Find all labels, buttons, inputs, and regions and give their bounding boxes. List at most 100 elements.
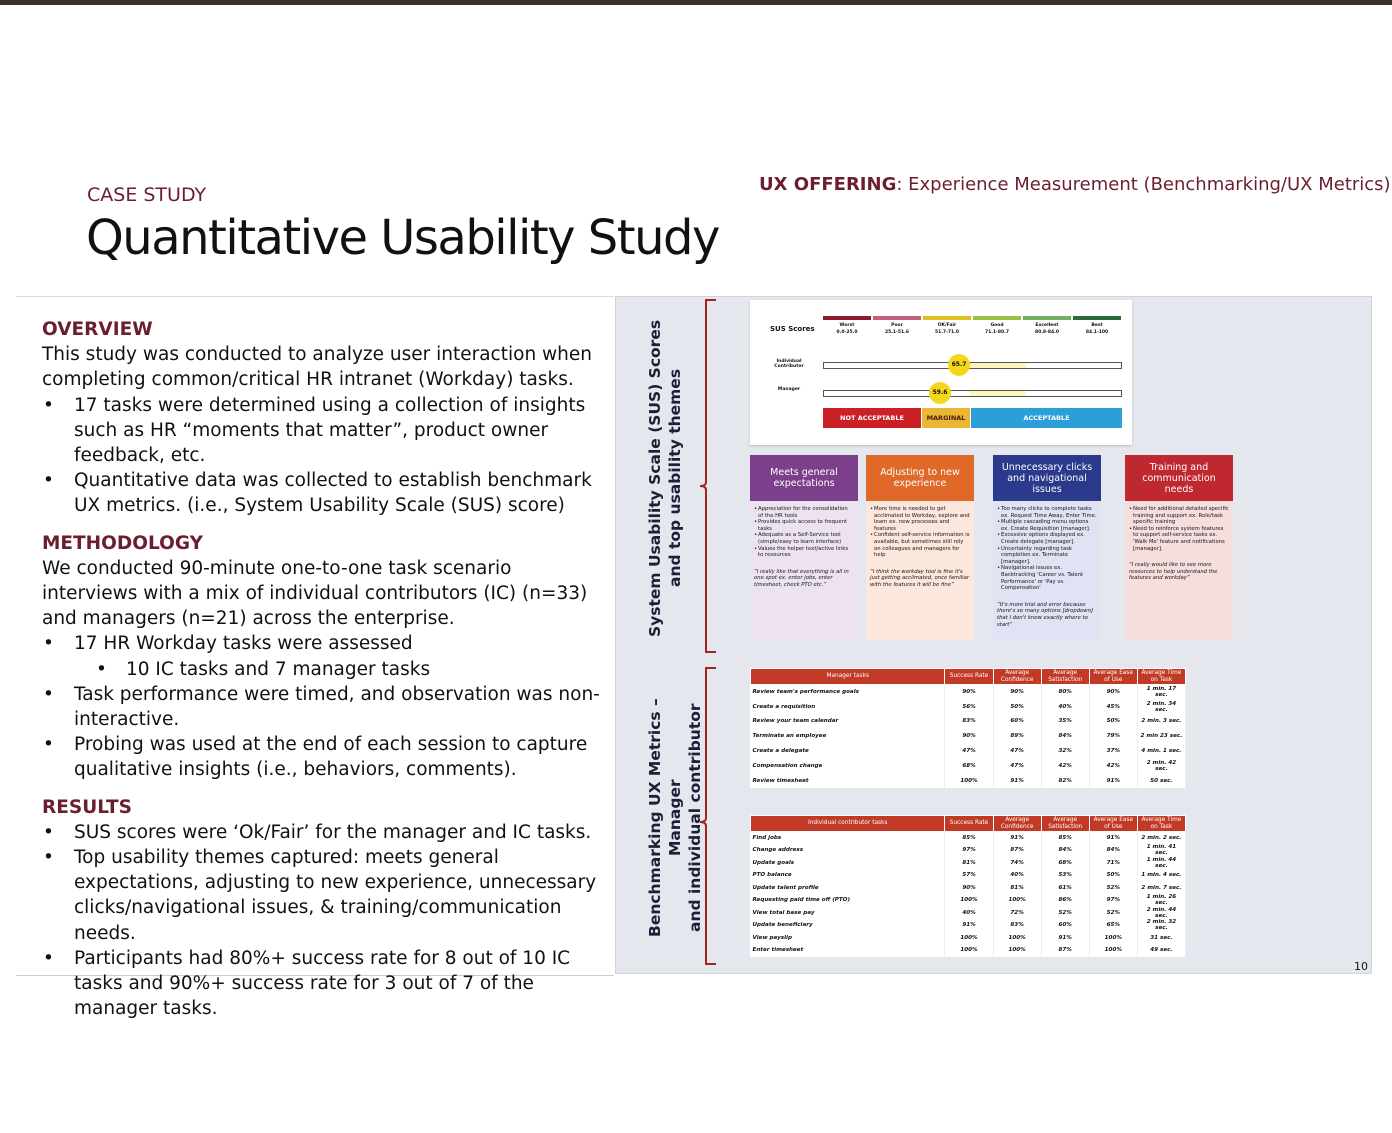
bullet-list: SUS scores were ‘Ok/Fair’ for the manage…: [42, 820, 606, 1022]
grade-bar: [1073, 316, 1121, 320]
column-header: Average Confidence: [992, 668, 1042, 685]
sus-marker: 59.6: [929, 382, 951, 404]
metrics-table: Manager tasks Success Rate Average Confide…: [749, 668, 1187, 789]
bullet-list: 17 HR Workday tasks were assessed10 IC t…: [42, 631, 606, 782]
table-cell: 2 min. 2 sec.: [1137, 831, 1187, 844]
theme-body: Need for additional detailed specific tr…: [1125, 501, 1233, 640]
table-cell: Terminate an employee: [750, 728, 946, 744]
column-header: Average Ease of Use: [1088, 815, 1138, 832]
table-row: Update beneficiary 91% 83% 60% 65% 2 min. 32 …: [750, 919, 1187, 932]
table-cell: 2 min. 7 sec.: [1137, 881, 1187, 894]
theme-body: More time is needed to get acclimated to…: [866, 501, 974, 640]
table-cell: Update beneficiary: [750, 919, 946, 932]
table-cell: 83%: [944, 714, 994, 729]
theme-title: Adjusting to new experience: [866, 455, 974, 501]
table-cell: 4 min. 1 sec.: [1137, 743, 1187, 759]
table-cell: 40%: [1041, 699, 1090, 715]
grade-range: 84.1-100: [1085, 330, 1109, 335]
side-label: Benchmarking UX Metrics – Manager and ind…: [645, 665, 704, 971]
table-cell: 84%: [1089, 844, 1138, 857]
table-cell: 100%: [1089, 944, 1138, 957]
table-cell: 2 min 23 sec.: [1137, 728, 1187, 744]
table-row: Compensation change 68% 47% 42% 42% 2 min. 42…: [750, 758, 1187, 774]
table-cell: 68%: [944, 758, 994, 774]
table-cell: 65%: [1089, 919, 1138, 932]
table-cell: 60%: [993, 714, 1042, 729]
table-row: Change address 97% 87% 84% 84% 1 min. 41 sec.: [750, 844, 1187, 857]
header-row: Individual contributor tasks Success Rate…: [749, 815, 1187, 832]
sus-row-label: Individual Contributor: [774, 359, 804, 369]
table-cell: 50%: [1089, 714, 1138, 729]
header-row: Manager tasks Success Rate Average Confide…: [749, 668, 1187, 685]
grade-bar: [973, 316, 1021, 320]
table-cell: 82%: [1041, 773, 1090, 789]
table-cell: 74%: [993, 856, 1042, 869]
section-heading: OVERVIEW: [42, 319, 153, 340]
table-cell: 71%: [1089, 856, 1138, 869]
theme-card: Adjusting to new experience More time is …: [866, 455, 974, 640]
grade-range: 80.8-84.0: [1034, 330, 1060, 335]
column-header: Average Time on Task: [1136, 668, 1187, 685]
table-cell: 100%: [1089, 931, 1138, 944]
offering-label: UX OFFERING: [759, 174, 897, 195]
table-cell: 49 sec.: [1137, 944, 1187, 957]
theme-bullet: Adequate as a Self-Service tool (simple/…: [754, 532, 854, 545]
table-cell: 52%: [1041, 906, 1090, 919]
table-row: Terminate an employee 90% 89% 84% 79% 2 min 2…: [750, 728, 1187, 744]
page-number: 10: [1354, 960, 1368, 973]
table-cell: 47%: [993, 743, 1042, 759]
table-cell: 2 min. 34 sec.: [1137, 699, 1187, 715]
grade-bar: [923, 316, 971, 320]
table-cell: 100%: [993, 931, 1042, 944]
sus-row-label: Manager: [777, 387, 801, 392]
column-header: Average Ease of Use: [1088, 668, 1138, 685]
bullet: Task performance were timed, and observa…: [43, 682, 606, 732]
table-cell: 84%: [1041, 728, 1090, 744]
bullet: Top usability themes captured: meets gen…: [43, 845, 606, 946]
theme-title: Training and communication needs: [1125, 455, 1233, 501]
table-cell: 42%: [1089, 758, 1138, 774]
table-cell: 91%: [1089, 831, 1138, 844]
bullet: Quantitative data was collected to estab…: [43, 468, 606, 518]
table-row: PTO balance 57% 40% 53% 50% 1 min. 4 sec.: [750, 869, 1187, 882]
table-cell: 60%: [1041, 919, 1090, 932]
theme-bullet: Navigational issues ex. Backtracking 'Ca…: [997, 565, 1097, 591]
table-row: Create a requisition 56% 50% 40% 45% 2 min. 3…: [750, 699, 1187, 715]
table-cell: 32%: [1041, 743, 1090, 759]
case-study-label: CASE STUDY: [87, 184, 207, 206]
table-cell: 91%: [1089, 773, 1138, 789]
table-cell: 35%: [1041, 714, 1090, 729]
table-cell: View payslip: [750, 931, 946, 944]
side-label-line: and individual contributor: [686, 703, 704, 933]
theme-bullets: More time is needed to get acclimated to…: [870, 506, 970, 559]
theme-bullet: Appreciation for the consolidation of th…: [754, 506, 854, 519]
grade-bar: [823, 316, 871, 320]
table-cell: Requesting paid time off (PTO): [750, 894, 946, 907]
metrics-table: Individual contributor tasks Success Rate…: [749, 815, 1187, 957]
sus-track: [823, 390, 1122, 397]
bullet: 17 HR Workday tasks were assessed10 IC t…: [43, 631, 606, 682]
theme-body: Too many clicks to complete tasks ex. Re…: [993, 501, 1101, 640]
section-intro: This study was conducted to analyze user…: [42, 344, 593, 391]
table-row: Review team's performance goals 90% 90% 80%…: [750, 684, 1187, 700]
sus-band: NOT ACCEPTABLE: [823, 408, 921, 428]
sub-list: 10 IC tasks and 7 manager tasks: [74, 657, 606, 682]
table-cell: Review team's performance goals: [750, 684, 946, 700]
theme-bullet: Values the helper text/active links to r…: [754, 546, 854, 559]
table-cell: Create a delegate: [750, 743, 946, 759]
theme-bullet: Need for additional detailed specific tr…: [1129, 506, 1229, 526]
table-cell: 87%: [993, 844, 1042, 857]
grade-bar: [873, 316, 921, 320]
table-row: Update talent profile 90% 81% 61% 52% 2 min. …: [750, 881, 1187, 894]
table-row: Create a delegate 47% 47% 32% 37% 4 min. 1 se…: [750, 743, 1187, 759]
table-cell: Change address: [750, 844, 946, 857]
column-header: Individual contributor tasks: [749, 815, 946, 832]
table-cell: 84%: [1041, 844, 1090, 857]
table-cell: 50 sec.: [1137, 773, 1187, 789]
theme-bullet: Confident self-service information is av…: [870, 532, 970, 558]
table-row: View payslip 100% 100% 91% 100% 31 sec.: [750, 931, 1187, 944]
sus-chart: SUS Scores Worst 0.0-25.0 Poor 25.1-51.6 OK/F…: [750, 300, 1132, 445]
table-cell: 1 min. 26 sec.: [1137, 894, 1187, 907]
column-header: Success Rate: [944, 815, 994, 832]
table-row: Find jobs 85% 91% 85% 91% 2 min. 2 sec.: [750, 831, 1187, 844]
